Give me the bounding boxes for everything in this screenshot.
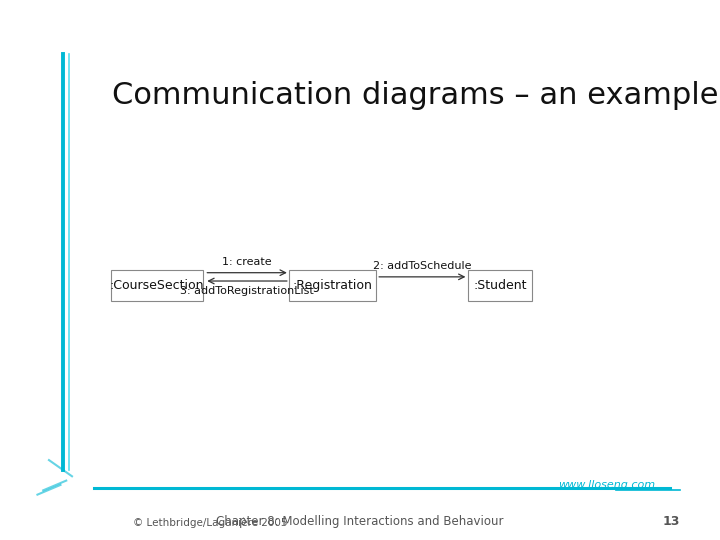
Polygon shape [29, 494, 48, 508]
Polygon shape [21, 503, 40, 517]
Text: 2: addToSchedule: 2: addToSchedule [373, 261, 472, 272]
Text: 13: 13 [663, 515, 680, 528]
Text: :Student: :Student [473, 279, 527, 292]
Text: 1: create: 1: create [222, 257, 272, 267]
FancyBboxPatch shape [111, 269, 203, 301]
Polygon shape [21, 472, 40, 487]
Text: www.lloseng.com: www.lloseng.com [558, 480, 655, 490]
Polygon shape [21, 460, 40, 474]
Polygon shape [37, 460, 55, 474]
Polygon shape [37, 485, 55, 499]
Text: :Registration: :Registration [293, 279, 373, 292]
Polygon shape [5, 460, 24, 474]
Polygon shape [37, 472, 55, 487]
Text: Chapter 8: Modelling Interactions and Behaviour: Chapter 8: Modelling Interactions and Be… [216, 515, 504, 528]
Polygon shape [21, 485, 40, 499]
Polygon shape [5, 485, 24, 499]
Text: © Lethbridge/Laganière 2005: © Lethbridge/Laganière 2005 [133, 518, 288, 528]
Text: Communication diagrams – an example: Communication diagrams – an example [112, 82, 719, 111]
FancyBboxPatch shape [289, 269, 376, 301]
FancyBboxPatch shape [468, 269, 532, 301]
Polygon shape [13, 494, 32, 508]
Polygon shape [5, 472, 24, 487]
Polygon shape [5, 503, 24, 517]
Text: 3: addToRegistrationList: 3: addToRegistrationList [180, 286, 314, 296]
Text: :CourseSection: :CourseSection [109, 279, 204, 292]
